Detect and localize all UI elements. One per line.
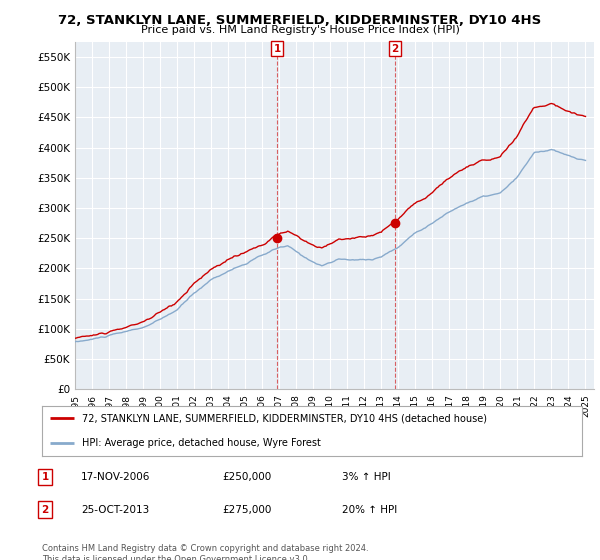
Text: 25-OCT-2013: 25-OCT-2013 — [81, 505, 149, 515]
Text: £275,000: £275,000 — [222, 505, 271, 515]
Text: Contains HM Land Registry data © Crown copyright and database right 2024.
This d: Contains HM Land Registry data © Crown c… — [42, 544, 368, 560]
Text: Price paid vs. HM Land Registry's House Price Index (HPI): Price paid vs. HM Land Registry's House … — [140, 25, 460, 35]
Text: 2: 2 — [392, 44, 399, 54]
Text: 3% ↑ HPI: 3% ↑ HPI — [342, 472, 391, 482]
Text: 1: 1 — [41, 472, 49, 482]
Text: 72, STANKLYN LANE, SUMMERFIELD, KIDDERMINSTER, DY10 4HS: 72, STANKLYN LANE, SUMMERFIELD, KIDDERMI… — [58, 14, 542, 27]
Text: 72, STANKLYN LANE, SUMMERFIELD, KIDDERMINSTER, DY10 4HS (detached house): 72, STANKLYN LANE, SUMMERFIELD, KIDDERMI… — [83, 413, 487, 423]
Text: 1: 1 — [274, 44, 281, 54]
Text: 2: 2 — [41, 505, 49, 515]
Text: HPI: Average price, detached house, Wyre Forest: HPI: Average price, detached house, Wyre… — [83, 438, 322, 449]
Text: 17-NOV-2006: 17-NOV-2006 — [81, 472, 151, 482]
Text: £250,000: £250,000 — [222, 472, 271, 482]
Text: 20% ↑ HPI: 20% ↑ HPI — [342, 505, 397, 515]
